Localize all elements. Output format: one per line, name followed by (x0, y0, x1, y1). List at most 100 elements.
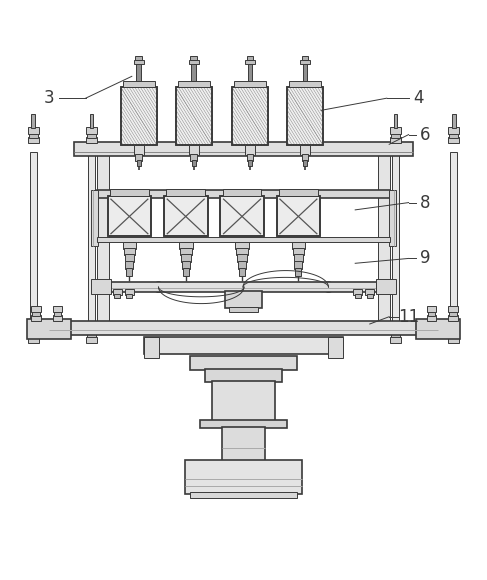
Text: 4: 4 (413, 89, 424, 107)
Bar (87, 133, 96, 137)
Bar (74, 142, 413, 157)
Bar (181, 254, 190, 262)
Bar (236, 248, 248, 255)
Bar (427, 315, 436, 321)
Bar (121, 87, 157, 145)
Bar (289, 81, 321, 87)
Bar (220, 196, 264, 235)
Bar (86, 327, 97, 333)
Bar (449, 337, 459, 343)
Bar (247, 59, 252, 81)
Bar (53, 315, 62, 321)
Bar (166, 189, 205, 196)
Bar (164, 196, 207, 235)
Text: 9: 9 (420, 249, 431, 267)
Bar (126, 262, 133, 269)
Bar (355, 294, 360, 298)
Bar (296, 268, 301, 277)
Bar (391, 334, 400, 339)
Bar (32, 311, 39, 316)
Bar (108, 196, 151, 235)
Bar (175, 87, 212, 145)
Bar (450, 133, 458, 137)
Bar (232, 87, 268, 145)
Bar (449, 306, 458, 313)
Bar (303, 160, 307, 166)
Bar (302, 59, 307, 81)
Bar (295, 262, 302, 269)
Bar (277, 196, 320, 235)
Bar (287, 87, 323, 145)
Bar (234, 81, 266, 87)
Bar (86, 128, 97, 133)
Bar (86, 337, 97, 343)
Text: 6: 6 (420, 126, 431, 144)
Circle shape (326, 285, 331, 289)
Bar (91, 190, 98, 246)
Bar (237, 254, 247, 262)
Bar (428, 311, 435, 316)
Bar (125, 289, 134, 295)
Bar (378, 151, 390, 329)
Bar (28, 327, 38, 333)
Bar (427, 306, 436, 313)
Bar (329, 337, 343, 358)
Bar (391, 133, 400, 137)
Bar (91, 280, 111, 294)
Bar (31, 306, 40, 313)
Bar (180, 248, 191, 255)
Bar (246, 56, 253, 60)
Bar (121, 87, 157, 145)
Bar (300, 60, 310, 64)
Bar (31, 114, 35, 128)
Bar (389, 190, 396, 246)
Bar (191, 59, 196, 81)
Bar (300, 145, 310, 155)
Bar (190, 56, 197, 60)
Bar (108, 196, 151, 235)
Bar (190, 356, 297, 370)
Bar (182, 262, 189, 269)
Bar (135, 56, 142, 60)
Bar (134, 145, 144, 155)
Bar (450, 334, 458, 339)
Bar (205, 369, 282, 382)
Bar (292, 242, 305, 249)
Bar (376, 280, 396, 294)
Bar (393, 114, 397, 128)
Text: 8: 8 (420, 194, 431, 212)
Bar (452, 114, 456, 128)
Bar (367, 294, 373, 298)
Bar (245, 60, 255, 64)
Bar (97, 151, 109, 329)
Bar (189, 60, 199, 64)
Bar (136, 59, 141, 81)
Bar (238, 262, 246, 269)
Bar (449, 315, 458, 321)
Bar (449, 327, 459, 333)
Bar (287, 87, 323, 145)
Bar (125, 254, 134, 262)
Bar (28, 136, 38, 143)
Bar (144, 337, 343, 354)
Bar (87, 334, 96, 339)
Bar (450, 311, 457, 316)
Bar (127, 294, 132, 298)
Bar (189, 145, 199, 155)
Bar (279, 189, 318, 196)
Bar (390, 337, 401, 343)
Bar (294, 254, 303, 262)
Bar (114, 294, 120, 298)
Bar (53, 306, 62, 313)
Bar (27, 319, 71, 339)
Bar (229, 307, 258, 312)
Bar (246, 154, 253, 161)
Bar (123, 242, 136, 249)
Bar (392, 151, 399, 329)
Bar (134, 60, 144, 64)
Bar (225, 291, 262, 309)
Bar (110, 189, 149, 196)
Bar (178, 81, 209, 87)
Bar (124, 248, 135, 255)
Bar (390, 128, 401, 133)
